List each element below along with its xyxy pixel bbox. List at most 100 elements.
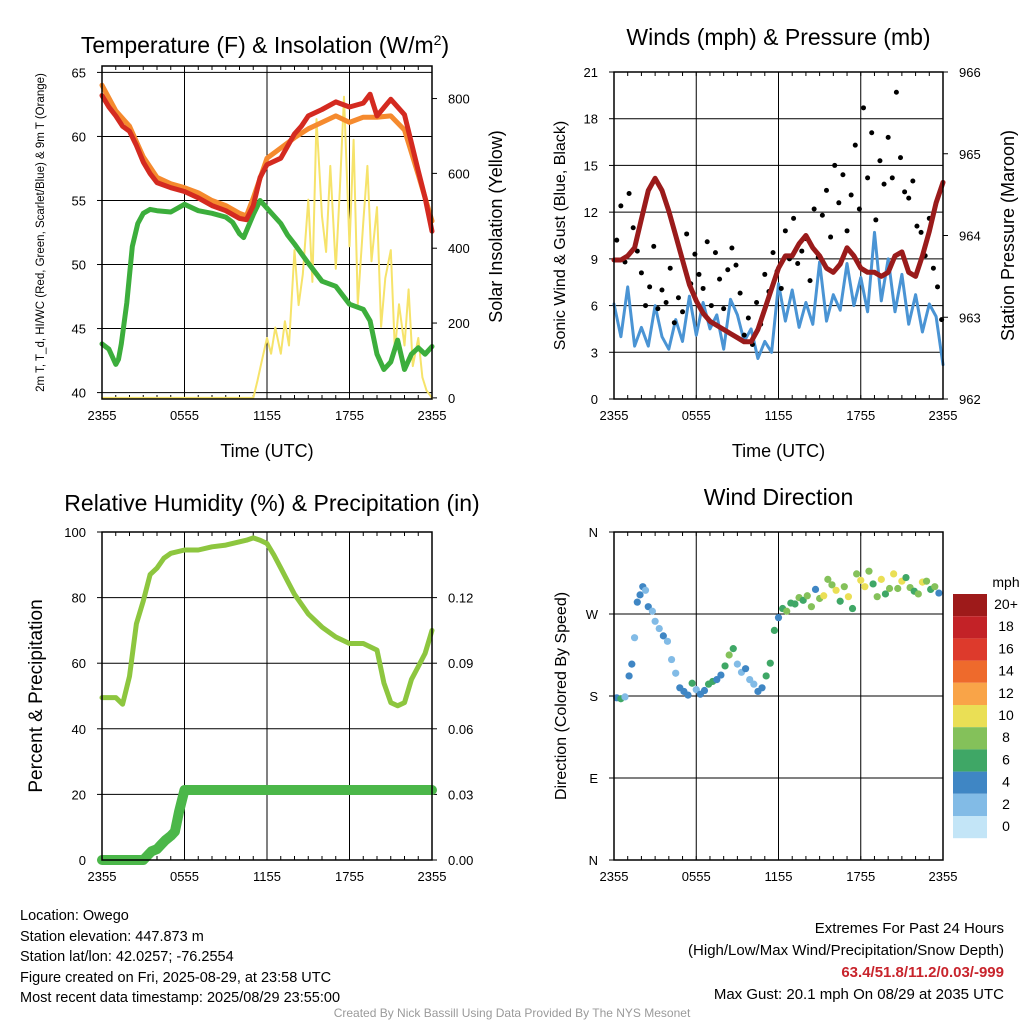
gust-point (729, 245, 735, 251)
direction-point (894, 584, 902, 593)
gust-point (626, 190, 632, 196)
y-tick-label: 80 (72, 591, 86, 606)
colorbar-label: 16 (998, 640, 1014, 656)
direction-point (625, 672, 633, 680)
direction-point (762, 672, 770, 680)
x-axis-label: Time (UTC) (732, 441, 825, 461)
x-tick-label: 1755 (846, 869, 875, 884)
colorbar-swatch (953, 638, 987, 661)
gust-point (762, 271, 768, 277)
x-tick-label: 0555 (170, 869, 199, 884)
credit-line: Created By Nick Bassill Using Data Provi… (333, 1006, 691, 1020)
y2-tick-label: 0.12 (448, 591, 473, 606)
figure-created: Figure created on Fri, 2025-08-29, at 23… (20, 969, 332, 986)
gust-point (614, 237, 620, 243)
extremes-subtitle: (High/Low/Max Wind/Precipitation/Snow De… (688, 942, 1004, 959)
direction-point (840, 583, 848, 591)
direction-point (758, 684, 766, 692)
colorbar-swatch (953, 771, 987, 794)
colorbar-label: 12 (998, 685, 1014, 701)
gust-point (848, 192, 854, 198)
gust-point (795, 261, 801, 267)
max-gust: Max Gust: 20.1 mph On 08/29 at 2035 UTC (713, 986, 1004, 1003)
y-tick-label: 0 (591, 392, 598, 407)
y-tick-label: 18 (584, 112, 598, 127)
gust-point (630, 225, 636, 231)
gust-point (865, 175, 871, 181)
direction-point (684, 691, 692, 699)
direction-point (655, 624, 663, 633)
direction-point (902, 573, 910, 582)
colorbar-swatch (953, 616, 987, 639)
y-tick-label: 9 (591, 252, 598, 267)
y2-tick-label: 966 (959, 65, 981, 80)
direction-point (633, 598, 641, 606)
direction-point (836, 597, 844, 605)
colorbar-label: 8 (1002, 729, 1010, 745)
direction-point (853, 570, 861, 578)
y2-axis-label: Station Pressure (Maroon) (998, 130, 1018, 341)
direction-point (890, 570, 898, 578)
gust-point (671, 320, 677, 326)
gust-point (708, 303, 714, 309)
y-axis-label: Direction (Colored By Speed) (553, 592, 570, 800)
y2-tick-label: 0.09 (448, 656, 473, 671)
x-tick-label: 1155 (253, 869, 281, 884)
gust-point (680, 309, 686, 315)
extremes-panel: Extremes For Past 24 Hours (High/Low/Max… (688, 918, 1004, 1006)
gust-point (725, 267, 731, 273)
y2-tick-label: 0.03 (448, 787, 473, 802)
colorbar-label: 20+ (994, 596, 1018, 612)
gust-point (721, 306, 727, 312)
x-tick-label: 2355 (929, 408, 958, 423)
gust-point (836, 200, 842, 206)
gust-point (745, 315, 751, 321)
colorbar-label: 14 (998, 663, 1014, 679)
colorbar-swatch (953, 749, 987, 772)
colorbar-label: 10 (998, 707, 1014, 723)
gust-point (819, 212, 825, 218)
extremes-values: 63.4/51.8/11.2/0.03/-999 (841, 964, 1004, 981)
gust-point (935, 284, 941, 290)
colorbar-swatch (953, 705, 987, 728)
gust-point (840, 172, 846, 178)
y-tick-label: 55 (72, 193, 86, 208)
direction-point (663, 637, 672, 645)
gust-point (643, 303, 649, 309)
y-tick-label: 60 (72, 656, 86, 671)
y-tick-label: 21 (584, 65, 598, 80)
gust-point (741, 332, 747, 338)
colorbar-swatch (953, 682, 987, 705)
y2-tick-label: 600 (448, 166, 470, 181)
y2-tick-label: 200 (448, 316, 470, 331)
y-axis-label: 2m T, T_d, HI/WC (Red, Green, Scarlet/Bl… (35, 73, 47, 392)
gust-point (684, 231, 690, 237)
extremes-title: Extremes For Past 24 Hours (814, 920, 1004, 937)
x-tick-label: 2355 (600, 869, 629, 884)
y2-tick-label: 0 (448, 391, 455, 406)
x-tick-label: 1755 (335, 408, 364, 423)
gust-point (618, 203, 624, 209)
direction-point (717, 671, 725, 679)
direction-point (783, 607, 791, 615)
gust-point (811, 206, 817, 212)
direction-point (885, 584, 894, 593)
direction-point (742, 665, 750, 673)
chart-title: Relative Humidity (%) & Precipitation (i… (64, 490, 479, 516)
chart-title: Wind Direction (704, 484, 854, 510)
gust-point (885, 134, 891, 140)
y-tick-label: E (589, 771, 598, 786)
direction-point (770, 626, 778, 635)
y-axis-label: Percent & Precipitation (26, 599, 47, 792)
direction-point (881, 590, 890, 598)
direction-point (648, 607, 656, 615)
gust-point (733, 262, 739, 268)
x-tick-label: 2355 (418, 408, 447, 423)
gust-point (902, 189, 908, 195)
y-tick-label: N (589, 525, 598, 540)
direction-point (630, 634, 639, 642)
station-location: Location: Owego (20, 908, 129, 924)
direction-point (636, 591, 644, 599)
direction-point (725, 651, 733, 659)
direction-point (844, 593, 853, 601)
